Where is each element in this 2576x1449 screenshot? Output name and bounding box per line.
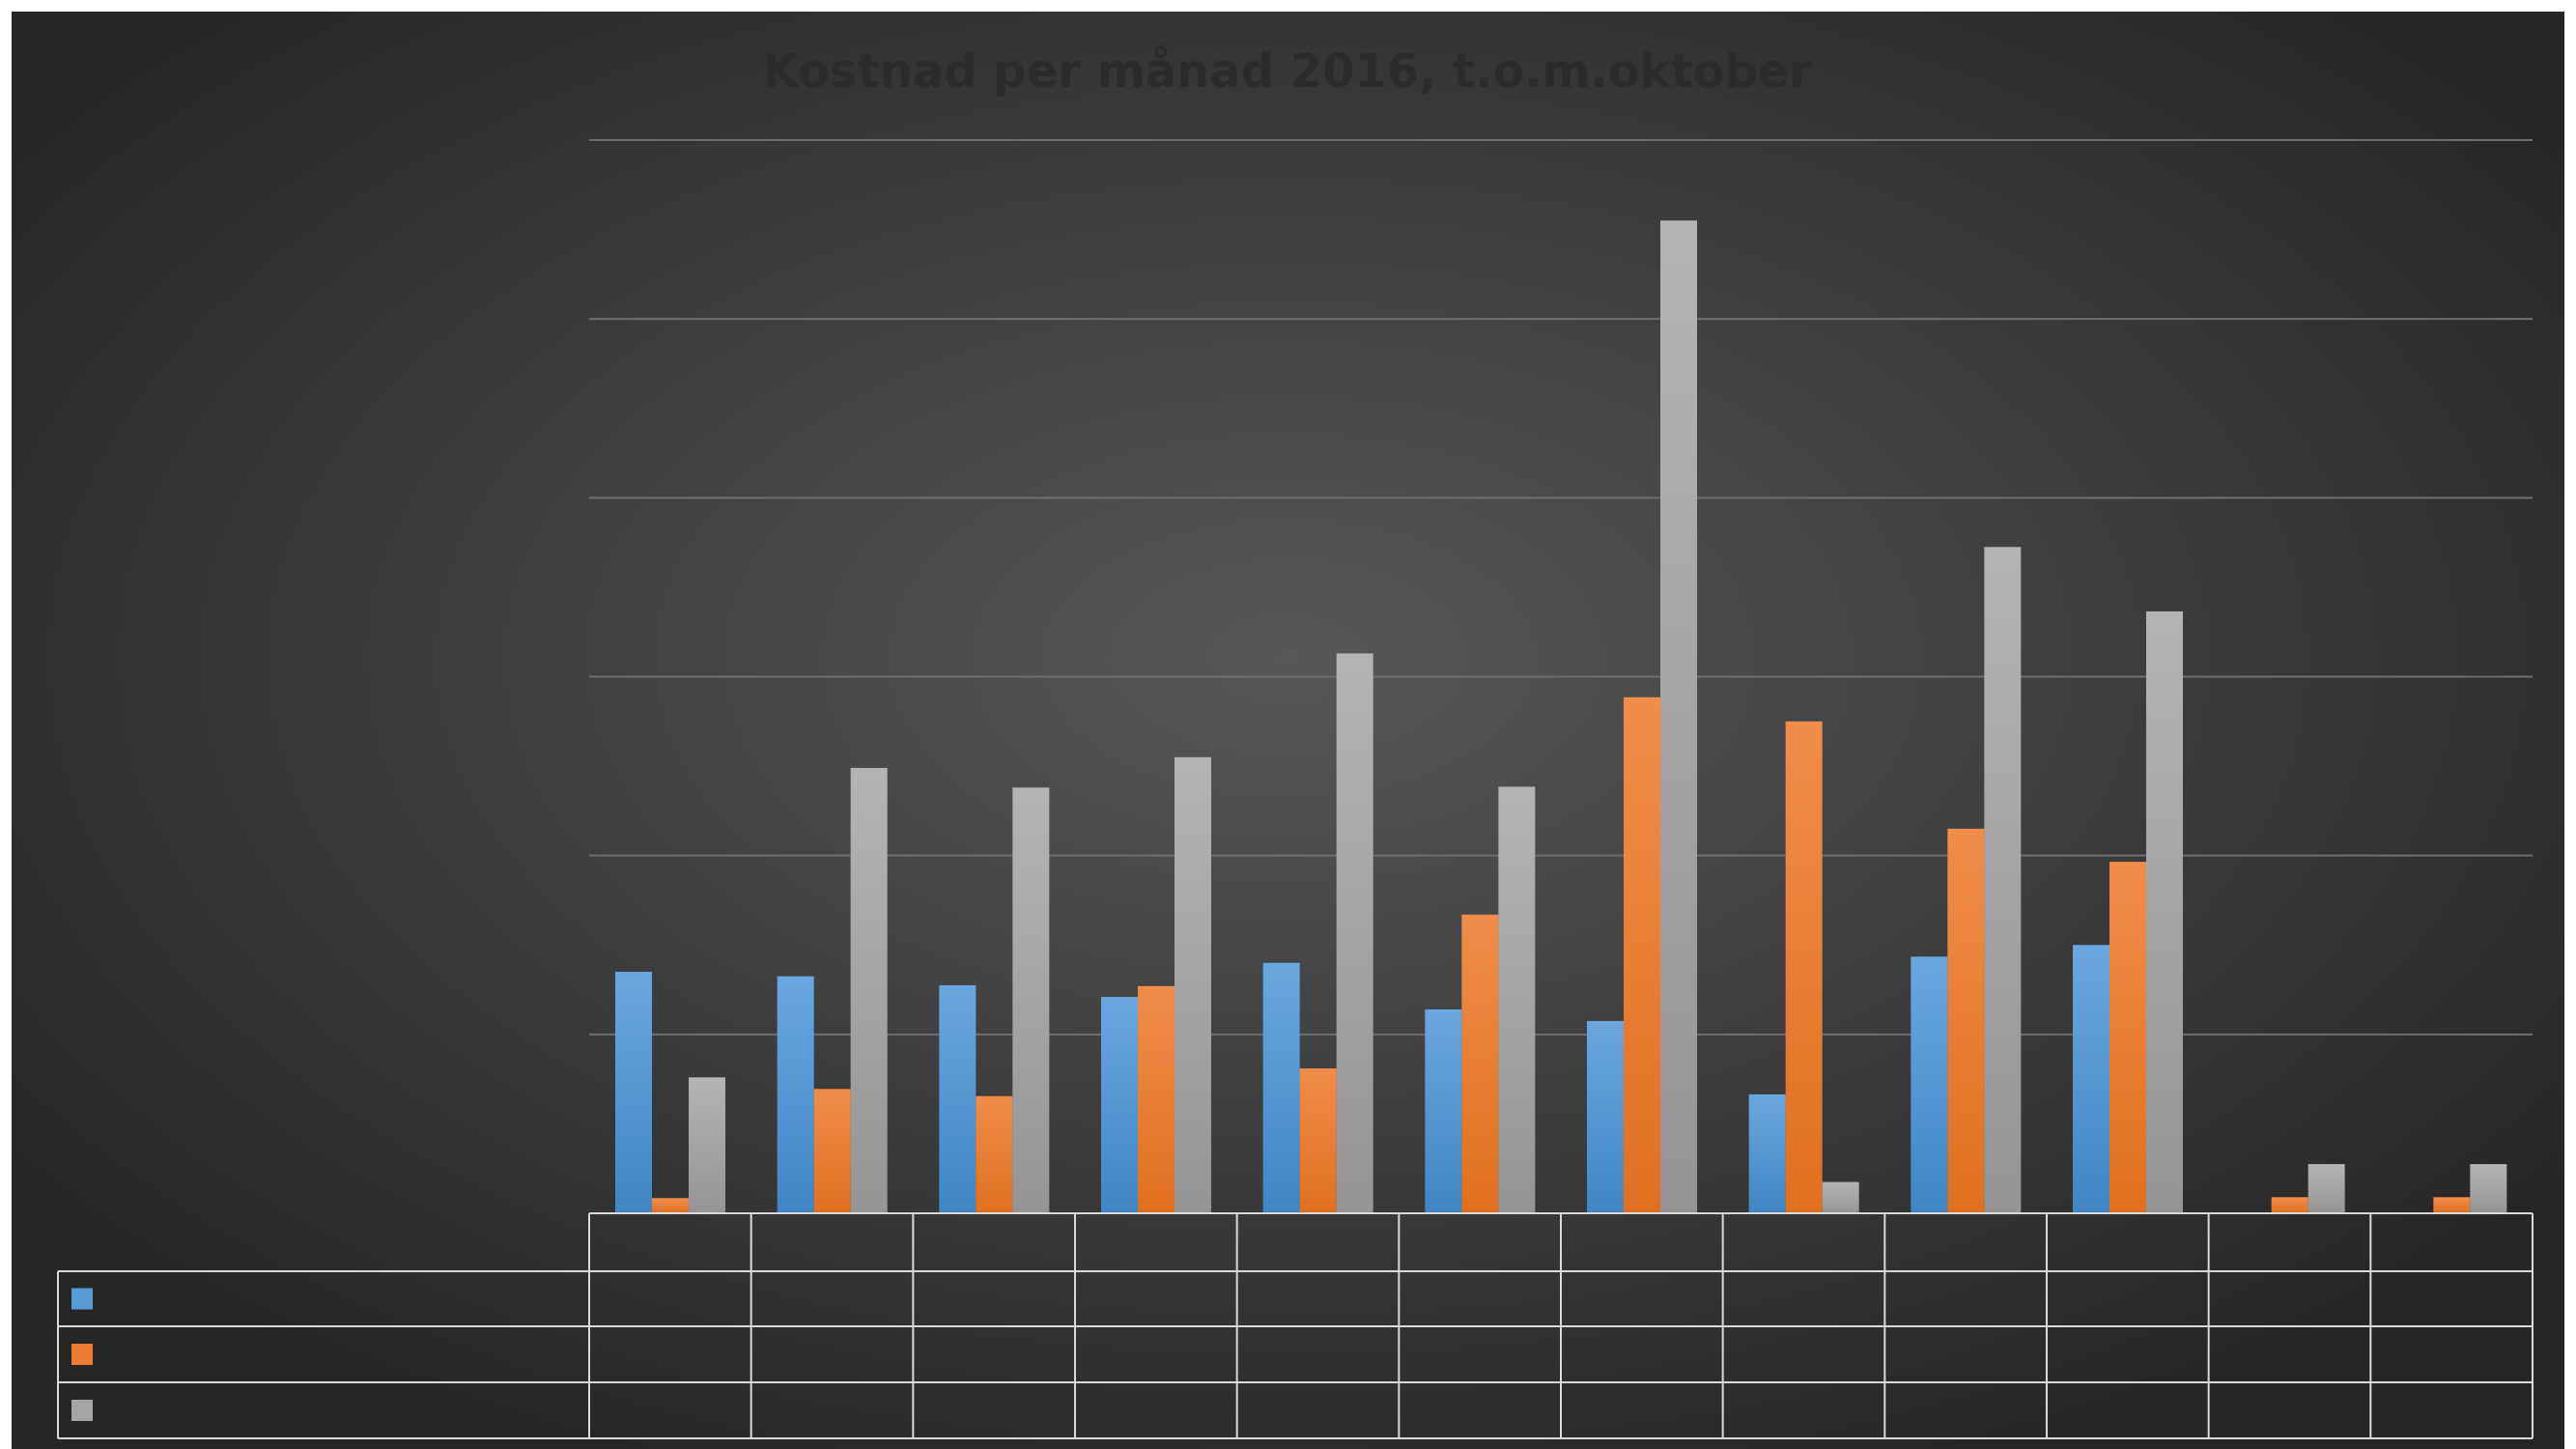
bar-s2-c4 [1138,985,1175,1213]
bar-s1-c1 [615,972,652,1213]
data-table [57,1212,2534,1439]
bar-s1-c10 [2073,945,2109,1213]
bar-s3-c7 [1660,220,1697,1214]
bar-s2-c9 [1947,828,1985,1213]
bar-s2-c2 [813,1089,851,1213]
bar-s3-c9 [1984,547,2022,1213]
bar-s1-c7 [1587,1020,1624,1213]
gridlines [589,139,2533,1036]
bar-s3-c5 [1336,653,1373,1213]
bar-s1-c3 [939,984,977,1213]
chart-title: Kostnad per månad 2016, t.o.m.oktober [763,44,1813,99]
bar-s3-c4 [1175,756,1211,1213]
bar-s2-c3 [976,1095,1013,1213]
bar-s1-c5 [1262,962,1300,1213]
bar-s2-c12 [2433,1197,2471,1213]
legend-key-series-3 [71,1400,93,1421]
bar-s2-c7 [1624,696,1660,1213]
bar-s2-c5 [1299,1068,1337,1213]
bar-s3-c11 [2307,1164,2345,1213]
bar-s1-c8 [1748,1094,1786,1213]
legend-key-series-2 [71,1344,93,1365]
bar-s2-c1 [652,1198,689,1213]
bar-s3-c10 [2146,611,2183,1213]
bar-s3-c3 [1012,787,1050,1213]
bar-s2-c6 [1461,914,1499,1213]
bar-s1-c4 [1101,996,1138,1213]
bar-s3-c2 [850,767,888,1213]
bar-s2-c8 [1785,721,1823,1213]
bar-s1-c2 [777,976,814,1213]
bar-s3-c12 [2470,1164,2507,1213]
bar-s3-c8 [1822,1181,1859,1213]
bar-s3-c6 [1498,786,1536,1213]
bar-s2-c10 [2109,862,2146,1213]
bar-s3-c1 [689,1077,725,1213]
legend-key-series-1 [71,1288,93,1310]
bar-s1-c6 [1425,1009,1462,1213]
bar-s2-c11 [2271,1197,2308,1213]
bars [615,220,2507,1214]
bar-s1-c9 [1911,956,1948,1213]
